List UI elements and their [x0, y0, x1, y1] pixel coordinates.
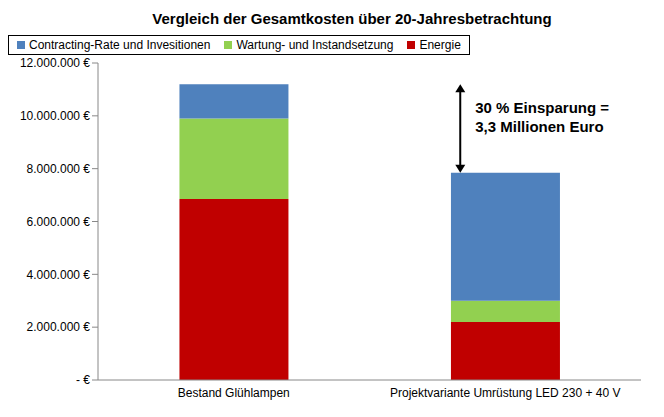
html-text:Energie: Energie — [419, 38, 461, 52]
svg-text:6.000.000 €: 6.000.000 € — [27, 215, 91, 229]
svg-text:10.000.000 €: 10.000.000 € — [20, 109, 90, 123]
html-text:Wartung- und Instandsetzung: Wartung- und Instandsetzung — [236, 38, 394, 52]
svg-text:Projektvariante Umrüstung LED: Projektvariante Umrüstung LED 230 + 40 V — [390, 386, 620, 400]
svg-text:Bestand Glühlampen: Bestand Glühlampen — [178, 386, 290, 400]
html-text:Vergleich der Gesamtkosten übe: Vergleich der Gesamtkosten über 20-Jahre… — [152, 10, 552, 27]
svg-text:12.000.000 €: 12.000.000 € — [20, 56, 90, 70]
svg-text:2.000.000 €: 2.000.000 € — [27, 320, 91, 334]
html-text:Contracting-Rate und Invesitio: Contracting-Rate und Invesitionen — [29, 38, 211, 52]
svg-text:- €: - € — [76, 373, 90, 387]
svg-text:4.000.000 €: 4.000.000 € — [27, 268, 91, 282]
svg-text:8.000.000 €: 8.000.000 € — [27, 162, 91, 176]
svg-text:30 % Einsparung =3,3 Millionen: 30 % Einsparung =3,3 Millionen Euro — [475, 99, 609, 135]
